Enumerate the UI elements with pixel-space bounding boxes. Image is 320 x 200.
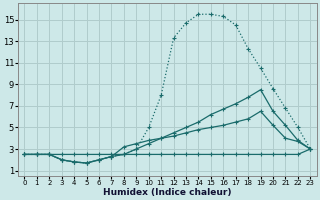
X-axis label: Humidex (Indice chaleur): Humidex (Indice chaleur) [103, 188, 232, 197]
